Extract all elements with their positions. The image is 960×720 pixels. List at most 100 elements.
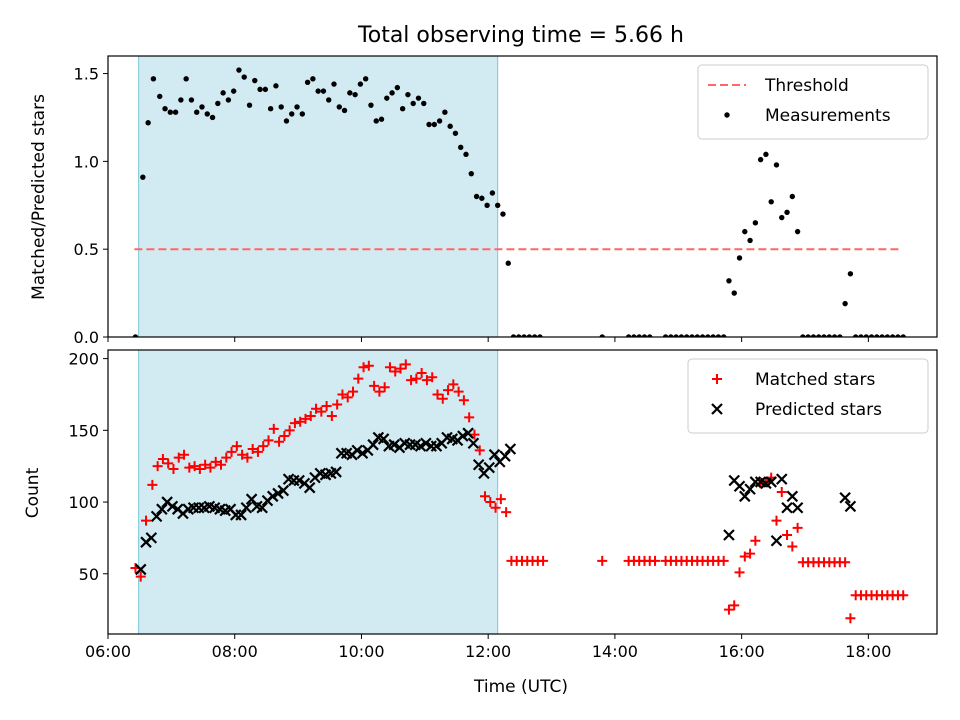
plot-area [130, 359, 909, 624]
x-tick-label: 18:00 [845, 642, 891, 661]
observing-window [138, 55, 499, 338]
data-point [437, 393, 448, 404]
data-point [531, 334, 538, 337]
data-point [786, 490, 799, 503]
data-point [274, 436, 285, 447]
data-point [810, 334, 817, 337]
data-point [237, 449, 248, 460]
data-point [448, 379, 459, 390]
data-point [353, 373, 364, 384]
data-point [415, 95, 422, 101]
data-point [458, 144, 464, 151]
data-point [263, 435, 274, 446]
data-point [816, 334, 822, 337]
data-point [779, 214, 785, 221]
data-point [458, 395, 469, 406]
data-point [791, 502, 804, 514]
data-point [179, 449, 190, 460]
data-point [668, 334, 674, 337]
data-point [781, 502, 793, 514]
data-point [336, 104, 342, 110]
data-point [494, 202, 501, 208]
data-point [342, 392, 353, 403]
data-point [765, 476, 777, 488]
data-point [304, 79, 311, 86]
series-predicted-stars [134, 427, 857, 576]
y-tick-label: 200 [68, 350, 99, 369]
data-point [384, 95, 390, 101]
data-point [469, 429, 480, 440]
data-point [305, 410, 316, 421]
data-point [284, 425, 295, 436]
y-tick-label: 100 [68, 493, 99, 512]
data-point [162, 105, 168, 112]
data-point [784, 209, 790, 216]
data-point [782, 530, 793, 541]
data-point [242, 452, 253, 463]
data-point [163, 458, 174, 469]
data-point [279, 431, 290, 442]
data-point [332, 399, 343, 410]
data-point [490, 502, 501, 513]
data-point [178, 97, 184, 103]
data-point [258, 441, 269, 452]
data-point [215, 459, 226, 470]
data-point [484, 202, 490, 208]
data-point [526, 334, 533, 337]
data-point [406, 375, 417, 386]
data-point [489, 190, 496, 196]
data-point [499, 450, 511, 462]
data-point [771, 515, 782, 526]
data-point [479, 195, 485, 201]
data-point [273, 83, 279, 89]
data-point [368, 102, 374, 108]
data-point [468, 170, 474, 177]
data-point [411, 373, 422, 384]
y-axis-label-count: Count [23, 467, 43, 518]
data-point [474, 445, 485, 456]
data-point [384, 362, 395, 373]
data-point [858, 334, 864, 337]
data-point [463, 151, 469, 158]
data-point [467, 437, 480, 450]
data-point [303, 481, 316, 494]
data-point [844, 500, 857, 513]
data-point [394, 84, 401, 91]
data-point [510, 334, 517, 337]
data-point [442, 109, 448, 115]
data-point [443, 385, 454, 396]
data-point [220, 90, 226, 96]
data-point [183, 76, 189, 82]
legend-label: Matched stars [755, 370, 875, 390]
data-point [241, 74, 247, 80]
data-point [141, 515, 152, 526]
data-point [723, 529, 735, 541]
data-point [747, 237, 753, 244]
data-point [868, 334, 875, 337]
data-point [597, 555, 608, 566]
data-point [895, 334, 901, 337]
data-point [718, 555, 729, 566]
data-point [157, 93, 163, 100]
series-matched-stars [130, 359, 909, 624]
data-point [537, 334, 543, 337]
data-point [736, 255, 743, 261]
data-point [363, 360, 374, 371]
data-point [252, 446, 263, 457]
data-point [752, 220, 759, 226]
data-point [204, 111, 210, 117]
data-point [209, 114, 216, 121]
x-tick-label: 14:00 [592, 642, 638, 661]
data-point [226, 446, 237, 457]
x-tick-label: 06:00 [85, 642, 131, 661]
data-point [252, 77, 258, 84]
data-point [421, 375, 432, 386]
data-point [432, 389, 443, 400]
data-point [744, 483, 756, 495]
data-point [283, 118, 290, 124]
data-point [436, 118, 443, 124]
x-tick-label: 12:00 [465, 642, 511, 661]
data-point [720, 334, 727, 337]
data-point [847, 271, 854, 277]
